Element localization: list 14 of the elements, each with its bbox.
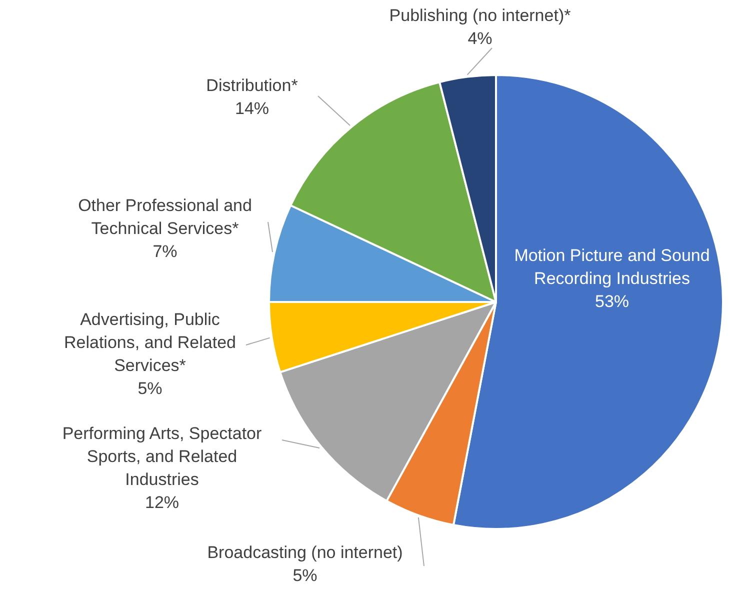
slice-label: Performing Arts, Spectator Sports, and Related Industries [62, 424, 262, 490]
data-label: 7% [152, 242, 178, 262]
slice-label: Motion Picture and Sound Recording Industries [514, 246, 710, 288]
data-label: 5% [138, 379, 162, 398]
data-label: 5% [292, 566, 318, 586]
data-label: 53% [594, 292, 630, 312]
slice-label: Other Professional and Technical Services* [78, 196, 252, 238]
slice-label: Broadcasting (no internet) [207, 543, 403, 562]
slice-label: Distribution* [206, 76, 298, 96]
slice-label: Publishing (no internet)* [389, 6, 572, 26]
data-label: 12% [144, 493, 180, 512]
slice-label: Advertising, Public Relations, and Related Services* [64, 310, 236, 376]
data-label: 4% [468, 29, 492, 48]
data-label: 14% [234, 99, 270, 118]
